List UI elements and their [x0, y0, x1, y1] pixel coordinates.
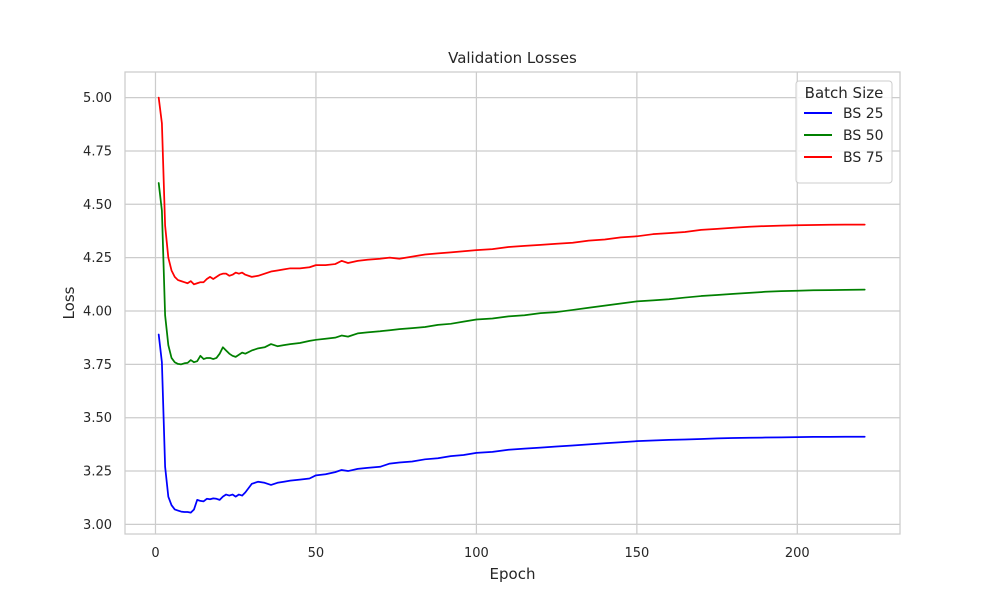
y-tick-label: 4.25 [83, 251, 112, 266]
legend-label-3: BS 75 [843, 150, 884, 166]
legend-title: Batch Size [805, 84, 884, 102]
series-line-2 [157, 182, 866, 366]
y-tick-label: 5.00 [83, 91, 112, 106]
x-tick-label: 150 [624, 546, 649, 561]
grid-layer [125, 72, 900, 534]
plot-frame [124, 71, 901, 535]
tick-layer: 0 50 100 150 200 3.00 3.25 3.50 3.75 4.00 4.25 4.50… [83, 91, 810, 561]
x-tick-label: 50 [308, 546, 325, 561]
x-tick-label: 100 [464, 546, 489, 561]
series-line-1 [157, 333, 866, 514]
y-tick-label: 3.25 [83, 465, 112, 480]
y-tick-label: 4.50 [83, 198, 112, 213]
series-line-3 [157, 96, 866, 286]
series-layer [157, 96, 866, 514]
x-tick-label: 0 [151, 546, 159, 561]
legend-label-1: BS 25 [843, 106, 884, 122]
y-tick-label: 3.75 [83, 358, 112, 373]
x-tick-label: 200 [785, 546, 810, 561]
y-tick-label: 4.75 [83, 144, 112, 159]
legend-label-2: BS 50 [843, 128, 884, 144]
legend-entries: BS 25 BS 50 BS 75 [804, 106, 884, 166]
chart-title: Validation Losses [448, 49, 577, 67]
legend: Batch Size BS 25 BS 50 BS 75 [795, 80, 893, 184]
y-tick-label: 3.50 [83, 411, 112, 426]
x-axis-label: Epoch [490, 565, 536, 583]
y-tick-label: 4.00 [83, 305, 112, 320]
y-axis-label: Loss [60, 286, 78, 319]
y-tick-label: 3.00 [83, 518, 112, 533]
